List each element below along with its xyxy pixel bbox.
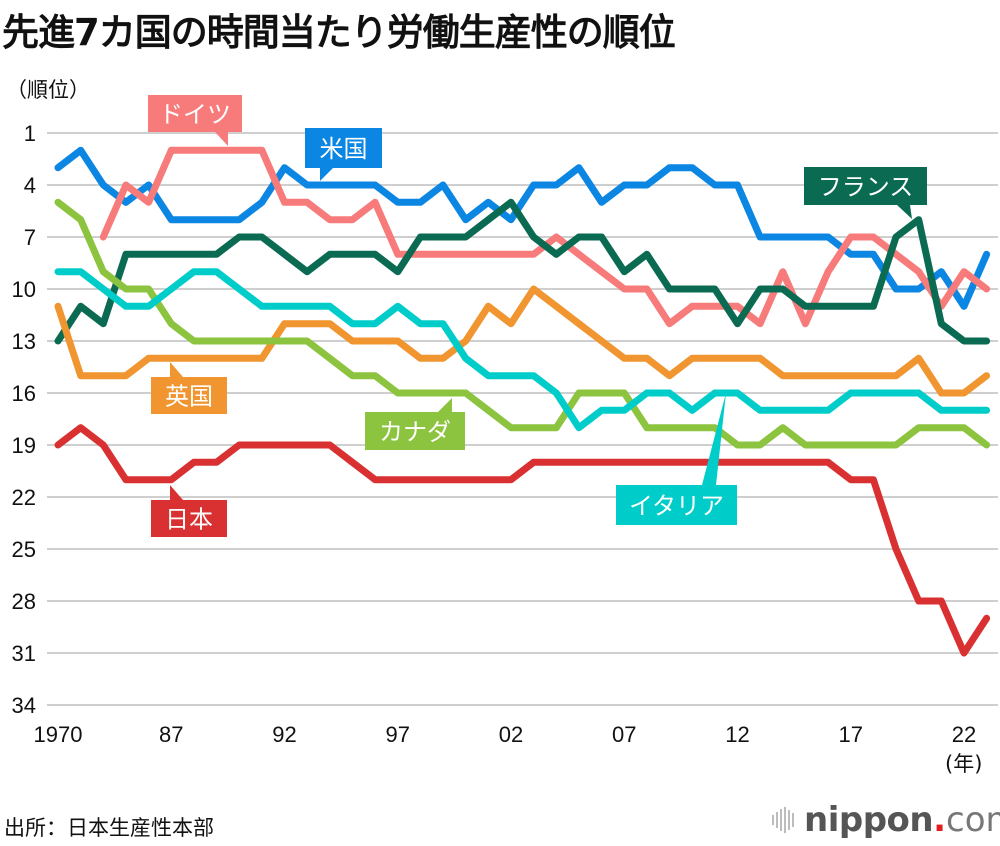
label-pointer bbox=[170, 485, 183, 500]
y-tick-label: 1 bbox=[24, 121, 36, 146]
x-tick-label: 1970 bbox=[34, 722, 83, 747]
logo-dot: . bbox=[933, 800, 947, 840]
x-tick-label: 97 bbox=[386, 722, 410, 747]
x-tick-label: 07 bbox=[612, 722, 636, 747]
y-tick-label: 19 bbox=[12, 433, 36, 458]
series-line-4 bbox=[54, 198, 991, 449]
label-text: イタリア bbox=[629, 492, 724, 520]
label-text: カナダ bbox=[379, 418, 451, 446]
logo-soundwave-icon bbox=[772, 807, 794, 833]
y-tick-label: 10 bbox=[12, 277, 36, 302]
series-label-0: ドイツ bbox=[148, 95, 242, 146]
label-box bbox=[804, 167, 927, 205]
logo-suffix: com bbox=[946, 800, 1000, 840]
x-tick-label: 92 bbox=[272, 722, 296, 747]
label-text: ドイツ bbox=[159, 101, 231, 129]
y-tick-label: 25 bbox=[12, 537, 36, 562]
series-line-5 bbox=[54, 268, 991, 432]
y-axis-unit-label: （順位） bbox=[6, 78, 90, 102]
label-text: 米国 bbox=[320, 135, 368, 163]
y-tick-label: 31 bbox=[12, 641, 36, 666]
label-pointer bbox=[438, 398, 452, 412]
series-lines bbox=[54, 146, 991, 657]
x-axis-ticks: 1970 87 92 97 02 07 12 17 22 bbox=[34, 722, 977, 747]
x-tick-label: 02 bbox=[499, 722, 523, 747]
series-label-5: イタリア bbox=[616, 393, 737, 525]
series-label-4: カナダ bbox=[365, 398, 465, 450]
y-tick-label: 34 bbox=[12, 693, 36, 718]
label-pointer bbox=[170, 362, 183, 377]
nippon-logo: nippon.com bbox=[772, 800, 1000, 840]
series-label-2: フランス bbox=[804, 167, 927, 219]
label-box bbox=[616, 485, 737, 525]
label-box bbox=[151, 500, 227, 537]
x-tick-label: 87 bbox=[159, 722, 183, 747]
x-tick-label: 12 bbox=[725, 722, 749, 747]
y-tick-label: 4 bbox=[24, 173, 36, 198]
series-label-6: 日本 bbox=[151, 485, 227, 537]
y-tick-label: 7 bbox=[24, 225, 36, 250]
logo-word: nippon bbox=[804, 800, 934, 840]
x-axis-unit-label: (年) bbox=[945, 752, 983, 776]
label-pointer bbox=[702, 393, 726, 485]
label-text: 英国 bbox=[165, 383, 213, 411]
y-tick-label: 22 bbox=[12, 485, 36, 510]
series-line-3 bbox=[54, 285, 991, 397]
label-box bbox=[148, 95, 242, 132]
label-box bbox=[365, 412, 465, 450]
label-text: フランス bbox=[818, 173, 914, 201]
label-box bbox=[305, 128, 382, 168]
chart-title: 先進7カ国の時間当たり労働生産性の順位 bbox=[2, 11, 676, 54]
y-tick-label: 13 bbox=[12, 329, 36, 354]
source-note: 出所：日本生産性本部 bbox=[4, 816, 214, 840]
series-label-3: 英国 bbox=[151, 362, 227, 414]
x-tick-label: 22 bbox=[952, 722, 976, 747]
x-tick-label: 17 bbox=[839, 722, 863, 747]
label-box bbox=[151, 377, 227, 414]
series-line-0 bbox=[54, 146, 991, 310]
label-pointer bbox=[320, 168, 333, 181]
series-line-2 bbox=[54, 198, 991, 345]
y-tick-label: 16 bbox=[12, 381, 36, 406]
label-text: 日本 bbox=[165, 506, 213, 534]
label-pointer bbox=[215, 132, 228, 146]
y-tick-label: 28 bbox=[12, 589, 36, 614]
y-axis-ticks: 1 4 7 10 13 16 19 22 25 28 31 34 bbox=[12, 121, 36, 718]
series-label-1: 米国 bbox=[305, 128, 382, 181]
label-pointer bbox=[897, 205, 912, 219]
series-line-6 bbox=[54, 424, 991, 657]
